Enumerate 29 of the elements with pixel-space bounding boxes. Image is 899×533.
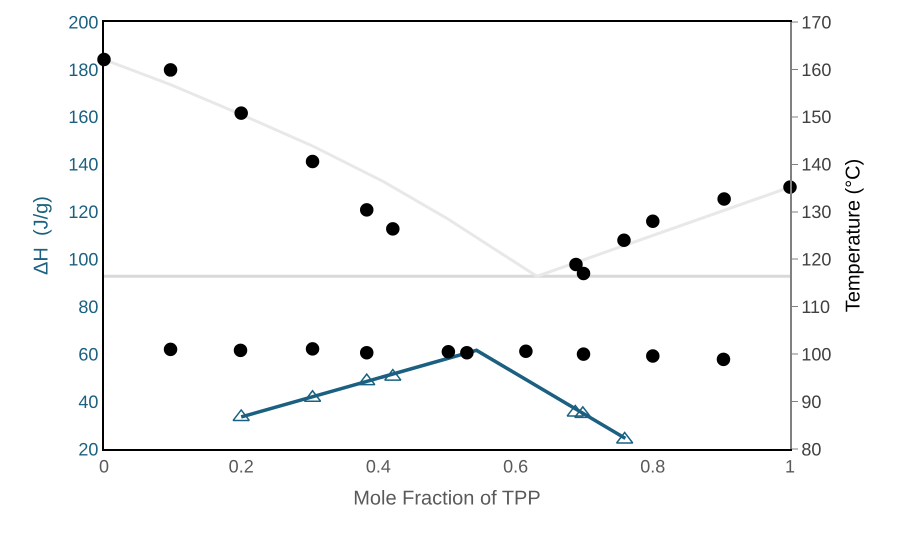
- y-tick-label: 200: [68, 12, 98, 32]
- y-tick-label: 140: [68, 154, 98, 175]
- y2-tick-label: 150: [801, 107, 832, 128]
- y-tick-label: 20: [78, 439, 98, 460]
- y2-tick-label: 120: [801, 250, 832, 270]
- y-tick-label: 160: [68, 107, 98, 128]
- x-tick-label: 0: [98, 456, 110, 477]
- y-tick-label: 100: [68, 250, 98, 270]
- x-tick-label: 0.6: [503, 456, 528, 477]
- y-tick-label: 60: [78, 344, 98, 364]
- x-axis-title: Mole Fraction of TPP: [353, 488, 541, 510]
- y-tick-label: 40: [78, 392, 98, 412]
- y2-tick-label: 160: [801, 60, 832, 80]
- y2-tick-label: 130: [801, 202, 832, 222]
- y-tick-label: 180: [68, 60, 98, 80]
- x-tick-label: 0.2: [228, 456, 254, 477]
- x-tick-label: 1: [784, 456, 796, 477]
- y2-tick-label: 90: [801, 392, 822, 412]
- y-tick-label: 80: [78, 296, 98, 317]
- y-tick-label: 120: [68, 202, 98, 222]
- y2-tick-label: 110: [801, 296, 830, 317]
- y2-tick-label: 100: [801, 344, 832, 364]
- y2-tick-label: 80: [801, 439, 822, 460]
- y-axis-title: ΔH (J/g): [30, 196, 52, 275]
- y2-tick-label: 170: [801, 12, 832, 32]
- x-tick-label: 0.4: [366, 456, 391, 477]
- y2-axis-title: Temperature (°C): [842, 158, 864, 312]
- y2-tick-label: 140: [801, 154, 832, 175]
- x-tick-label: 0.8: [640, 456, 666, 477]
